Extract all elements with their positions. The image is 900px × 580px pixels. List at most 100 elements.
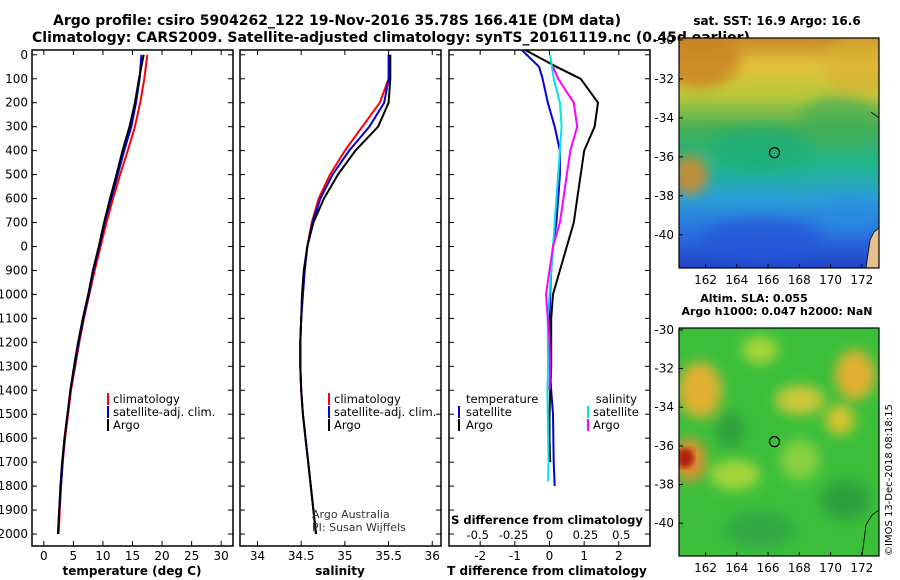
x-tick-label: -2	[474, 549, 486, 563]
depth-tick-label: 1200	[0, 335, 28, 349]
x-tick-label: 34.5	[288, 549, 315, 563]
depth-tick-label: 1800	[0, 479, 28, 493]
map-y-tick-label: -36	[654, 150, 674, 164]
sla-map-frame	[678, 327, 880, 557]
temp-legend-climatology: climatology	[113, 392, 180, 406]
depth-axis-labels: 0 100 200 300 400 500 600 700 0 900 1000 1100 1200 13…	[0, 48, 650, 541]
depth-tick-label: 600	[5, 192, 28, 206]
diff-legend-s-argo: Argo	[593, 418, 620, 432]
depth-tick-label: 1500	[0, 407, 28, 421]
depth-tick-label: 0	[20, 239, 28, 253]
x-tick-label: 0	[40, 549, 48, 563]
series-line	[546, 54, 563, 482]
map-y-tick-label: -38	[654, 189, 674, 203]
series-line	[299, 54, 392, 535]
depth-tick-label: 900	[5, 263, 28, 277]
depth-tick-label: 1400	[0, 383, 28, 397]
series-line	[299, 54, 390, 535]
top-tick-label: 0.5	[612, 528, 630, 542]
salinity-x-label: salinity	[315, 564, 365, 578]
depth-tick-label: 500	[5, 168, 28, 182]
diff-legend-s-satellite: satellite	[593, 405, 639, 419]
map-y-tick-label: -36	[654, 439, 674, 453]
diff-legend-temperature-title: temperature	[466, 392, 538, 406]
map-x-tick-label: 166	[757, 561, 780, 575]
map-x-tick-label: 166	[757, 273, 780, 287]
difference-series-lines	[521, 49, 599, 487]
difference-top-label: S difference from climatology	[451, 513, 643, 527]
sst-argo-location-marker	[768, 147, 781, 159]
difference-x-ticks: -2 -1 0 1 2	[474, 50, 623, 563]
temperature-legend: climatology satellite-adj. clim. Argo	[107, 392, 215, 432]
sla-map-field	[679, 328, 879, 556]
map-x-tick-label: 164	[725, 561, 748, 575]
x-tick-label: 5	[70, 549, 78, 563]
sla-map-title: Altim. SLA: 0.055	[700, 292, 807, 305]
depth-tick-label: 1100	[0, 311, 28, 325]
salinity-series-lines	[299, 54, 392, 535]
map-y-tick-label: -40	[654, 228, 674, 242]
x-tick-label: -1	[509, 549, 521, 563]
x-tick-label: 35	[337, 549, 352, 563]
sst-map-title: sat. SST: 16.9 Argo: 16.6	[693, 14, 860, 28]
top-tick-label: 0.25	[573, 528, 599, 542]
depth-tick-label: 0	[20, 48, 28, 62]
sst-map-field	[679, 38, 879, 268]
difference-x-label: T difference from climatology	[447, 564, 647, 578]
depth-tick-label: 1700	[0, 455, 28, 469]
map-y-tick-label: -34	[654, 111, 674, 125]
series-line	[57, 54, 145, 535]
map-x-tick-label: 168	[788, 561, 811, 575]
depth-tick-label: 1000	[0, 287, 28, 301]
salinity-annotation-line2: PI: Susan Wijffels	[312, 521, 406, 534]
x-tick-label: 20	[154, 549, 169, 563]
x-tick-label: 34	[250, 549, 265, 563]
map-x-tick-label: 164	[725, 273, 748, 287]
x-tick-label: 10	[95, 549, 110, 563]
map-x-tick-label: 168	[788, 273, 811, 287]
sla-argo-location-marker	[768, 436, 781, 448]
map-y-tick-label: -30	[654, 33, 674, 47]
footer-stamp: ©IMOS 13-Dec-2018 08:18:15	[884, 404, 895, 556]
x-tick-label: 1	[580, 549, 588, 563]
temp-legend-satellite: satellite-adj. clim.	[113, 405, 215, 419]
sal-legend-satellite: satellite-adj. clim.	[334, 405, 436, 419]
sst-map-frame	[678, 37, 880, 269]
series-line	[57, 54, 149, 535]
depth-tick-label: 1300	[0, 359, 28, 373]
depth-tick-label: 700	[5, 216, 28, 230]
x-tick-label: 36	[425, 549, 440, 563]
map-y-tick-label: -32	[654, 362, 674, 376]
map-y-tick-label: -32	[654, 72, 674, 86]
x-tick-label: 15	[125, 549, 140, 563]
header-line1: Argo profile: csiro 5904262_122 19-Nov-2…	[53, 13, 621, 29]
top-tick-label: -0.5	[466, 528, 488, 542]
top-tick-label: 0	[546, 528, 553, 542]
map-x-tick-label: 170	[819, 273, 842, 287]
map-x-tick-label: 162	[694, 561, 717, 575]
sst-map-ticks: 162 164 166 168 170 172 -30 -32 -34 -36 -38 -40	[654, 33, 873, 287]
x-tick-label: 35.5	[375, 549, 402, 563]
difference-legend: temperature satellite Argo salinity sate…	[458, 392, 639, 432]
salinity-legend: climatology satellite-adj. clim. Argo	[328, 392, 436, 432]
difference-top-ticks: -0.5 -0.25 0 0.25 0.5	[466, 528, 630, 542]
map-y-tick-label: -38	[654, 478, 674, 492]
depth-tick-label: 400	[5, 144, 28, 158]
depth-tick-label: 300	[5, 120, 28, 134]
depth-tick-label: 1900	[0, 503, 28, 517]
salinity-annotation-line1: Argo Australia	[312, 508, 390, 521]
depth-tick-label: 100	[5, 72, 28, 86]
temperature-series-lines	[57, 54, 149, 535]
map-y-tick-label: -40	[654, 516, 674, 530]
series-line	[521, 49, 561, 487]
map-x-tick-label: 172	[850, 273, 873, 287]
x-tick-label: 25	[184, 549, 199, 563]
depth-tick-label: 200	[5, 96, 28, 110]
x-tick-label: 0	[546, 549, 554, 563]
temp-legend-argo: Argo	[113, 418, 140, 432]
map-y-tick-label: -34	[654, 400, 674, 414]
map-x-tick-label: 172	[850, 561, 873, 575]
map-x-tick-label: 162	[694, 273, 717, 287]
map-y-tick-label: -30	[654, 323, 674, 337]
